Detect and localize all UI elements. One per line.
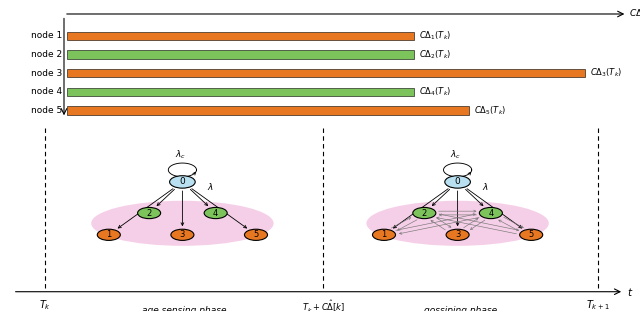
Text: node 2: node 2 (31, 50, 62, 59)
Text: node 4: node 4 (31, 87, 62, 96)
Ellipse shape (366, 201, 548, 246)
Text: $t$: $t$ (627, 286, 634, 298)
Text: $\lambda$: $\lambda$ (482, 181, 489, 192)
Circle shape (171, 229, 194, 240)
Text: 1: 1 (106, 230, 111, 239)
Text: 2: 2 (147, 209, 152, 217)
Text: node 1: node 1 (31, 31, 62, 40)
Text: node 3: node 3 (31, 69, 62, 77)
Circle shape (170, 176, 195, 188)
Circle shape (138, 207, 161, 219)
Bar (67, 50, 414, 58)
Text: node 5: node 5 (31, 106, 62, 115)
Circle shape (445, 176, 470, 188)
Text: $C\Delta_5(T_k)$: $C\Delta_5(T_k)$ (474, 104, 506, 117)
Text: $T_k + C\hat{\Delta}[k]$: $T_k + C\hat{\Delta}[k]$ (301, 299, 345, 311)
Circle shape (446, 229, 469, 240)
Text: 1: 1 (381, 230, 387, 239)
Text: $\lambda_c$: $\lambda_c$ (450, 149, 461, 161)
Ellipse shape (91, 201, 274, 246)
Text: $C\Delta_4(T_k)$: $C\Delta_4(T_k)$ (419, 86, 451, 98)
Text: 2: 2 (422, 209, 427, 217)
Text: 0: 0 (455, 178, 460, 186)
Text: 3: 3 (455, 230, 460, 239)
Text: $T_k$: $T_k$ (39, 299, 51, 311)
Text: $T_{k+1}$: $T_{k+1}$ (586, 299, 611, 311)
Bar (67, 106, 469, 115)
Circle shape (204, 207, 227, 219)
Text: 4: 4 (213, 209, 218, 217)
Text: 0: 0 (180, 178, 185, 186)
Text: 5: 5 (529, 230, 534, 239)
Circle shape (244, 229, 268, 240)
Bar (67, 69, 584, 77)
Text: $\lambda_c$: $\lambda_c$ (175, 149, 186, 161)
Circle shape (413, 207, 436, 219)
Circle shape (372, 229, 396, 240)
Text: $\lambda$: $\lambda$ (207, 181, 214, 192)
Bar (67, 32, 414, 40)
Text: 4: 4 (488, 209, 493, 217)
Text: $C\Delta_3(T_k)$: $C\Delta_3(T_k)$ (589, 67, 622, 79)
Text: gossiping phase: gossiping phase (424, 306, 497, 311)
Text: 3: 3 (180, 230, 185, 239)
Text: $C\Delta_i(T_k)$: $C\Delta_i(T_k)$ (629, 8, 640, 20)
Text: $C\Delta_2(T_k)$: $C\Delta_2(T_k)$ (419, 48, 451, 61)
Circle shape (479, 207, 502, 219)
Circle shape (97, 229, 120, 240)
Bar (67, 88, 414, 96)
Text: age sensing phase: age sensing phase (141, 306, 227, 311)
Text: $C\Delta_1(T_k)$: $C\Delta_1(T_k)$ (419, 30, 451, 42)
Circle shape (520, 229, 543, 240)
Text: 5: 5 (253, 230, 259, 239)
